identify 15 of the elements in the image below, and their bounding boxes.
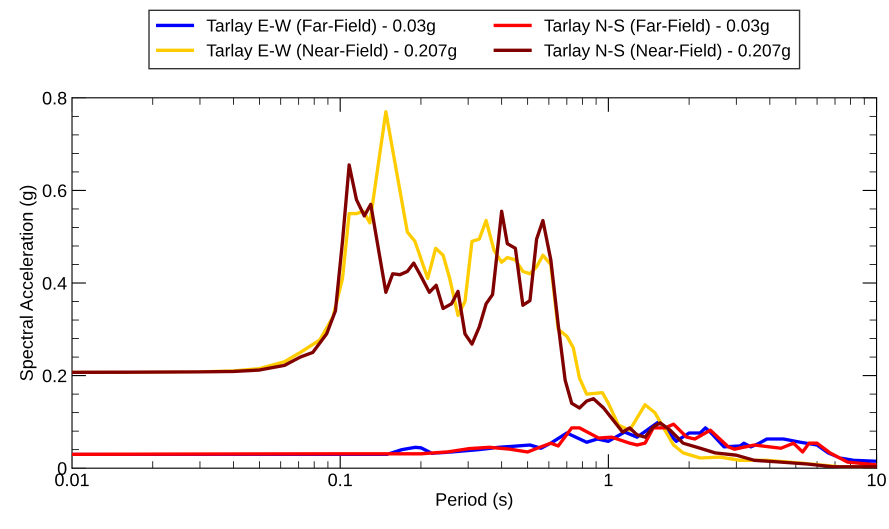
y-tick-label: 0 (58, 462, 66, 475)
y-axis-title: Spectral Acceleration (g) (20, 186, 36, 381)
y-tick-label: 0.4 (42, 276, 67, 290)
x-axis-title: Period (s) (436, 492, 512, 510)
legend-label: Tarlay E-W (Near-Field) - 0.207g (206, 44, 456, 60)
x-tick-label: 10 (868, 474, 886, 486)
y-tick-label: 0.2 (42, 370, 66, 382)
legend-label: Tarlay N-S (Far-Field) - 0.03g (544, 18, 769, 36)
legend-label: Tarlay N-S (Near-Field) - 0.207g (544, 44, 790, 60)
x-tick-label: 1 (604, 474, 613, 486)
x-tick-label: 0.01 (55, 474, 89, 486)
legend-label: Tarlay E-W (Far-Field) - 0.03g (206, 18, 435, 36)
y-tick-label: 0.6 (42, 184, 66, 198)
y-tick-label: 0.8 (42, 92, 66, 105)
x-tick-label: 0.1 (328, 474, 352, 486)
